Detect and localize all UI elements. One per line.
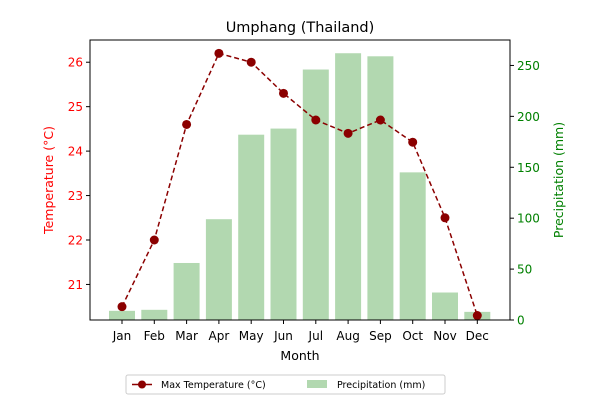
temperature-point-sep	[375, 115, 385, 125]
right-tick-label: 150	[517, 161, 540, 175]
plot-frame	[89, 39, 511, 321]
legend-bar-swatch	[307, 380, 327, 388]
x-tick-label: Oct	[402, 329, 423, 343]
x-tick-label: Feb	[144, 329, 165, 343]
precipitation-bar-mar	[173, 262, 200, 320]
left-tick-label: 21	[68, 278, 83, 292]
x-axis-ticks: Jan Feb Mar Apr May Jun Jul Aug Sep Oct Nov Dec	[112, 320, 489, 343]
temperature-line	[121, 52, 479, 316]
x-tick-label: Mar	[175, 329, 198, 343]
x-tick-label: Apr	[209, 329, 230, 343]
precipitation-bars	[109, 53, 491, 321]
precipitation-bar-nov	[432, 292, 458, 320]
right-tick-label: 100	[517, 212, 540, 226]
x-tick-label: Jan	[112, 329, 132, 343]
precipitation-bar-may	[238, 134, 265, 320]
temperature-point-apr	[214, 48, 224, 58]
precipitation-bar-jun	[270, 128, 297, 320]
legend-box	[125, 374, 446, 395]
temperature-point-may	[246, 57, 256, 67]
x-axis-title: Month	[280, 348, 319, 363]
left-tick-label: 22	[68, 234, 83, 248]
right-tick-label: 0	[517, 314, 525, 328]
legend: Max Temperature (°C) Precipitation (mm)	[125, 374, 446, 395]
temperature-point-jul	[311, 115, 321, 125]
right-tick-label: 250	[517, 59, 540, 73]
legend-label-temperature: Max Temperature (°C)	[161, 380, 266, 391]
x-tick-label: Dec	[466, 329, 489, 343]
precipitation-bar-feb	[141, 309, 168, 320]
legend-label-precipitation: Precipitation (mm)	[337, 380, 425, 391]
legend-line-marker	[138, 380, 146, 389]
precipitation-bar-apr	[205, 219, 232, 320]
precipitation-bar-oct	[399, 172, 426, 320]
left-tick-label: 24	[68, 145, 83, 159]
x-tick-label: Jul	[308, 329, 323, 343]
right-axis-title: Precipitation (mm)	[551, 122, 566, 238]
left-axis-ticks: 21 22 23 24 25 26	[68, 56, 90, 292]
right-tick-label: 50	[517, 263, 532, 277]
precipitation-bar-jul	[302, 69, 329, 320]
temperature-point-jan	[117, 302, 127, 312]
x-tick-label: Sep	[369, 329, 392, 343]
precipitation-bar-jan	[109, 310, 135, 320]
x-tick-label: Jun	[273, 329, 293, 343]
left-tick-label: 23	[68, 189, 83, 203]
x-tick-label: May	[239, 329, 264, 343]
precipitation-bar-sep	[367, 56, 394, 321]
precipitation-bar-aug	[335, 53, 362, 321]
temperature-point-aug	[343, 128, 353, 138]
temperature-point-jun	[279, 88, 288, 98]
left-axis-title: Temperature (°C)	[41, 126, 56, 235]
x-tick-label: Nov	[433, 329, 456, 343]
temperature-line-layer	[117, 48, 482, 321]
right-tick-label: 200	[517, 110, 540, 124]
temperature-point-dec	[472, 311, 482, 321]
temperature-point-mar	[182, 119, 192, 129]
temperature-point-feb	[149, 235, 159, 245]
right-axis-ticks: 0 50 100 150 200 250	[510, 59, 540, 328]
x-tick-label: Aug	[336, 329, 359, 343]
left-tick-label: 26	[68, 56, 83, 70]
temperature-point-oct	[408, 137, 418, 147]
chart-title: Umphang (Thailand)	[226, 20, 375, 36]
temperature-point-nov	[440, 213, 450, 223]
left-tick-label: 25	[68, 100, 83, 114]
